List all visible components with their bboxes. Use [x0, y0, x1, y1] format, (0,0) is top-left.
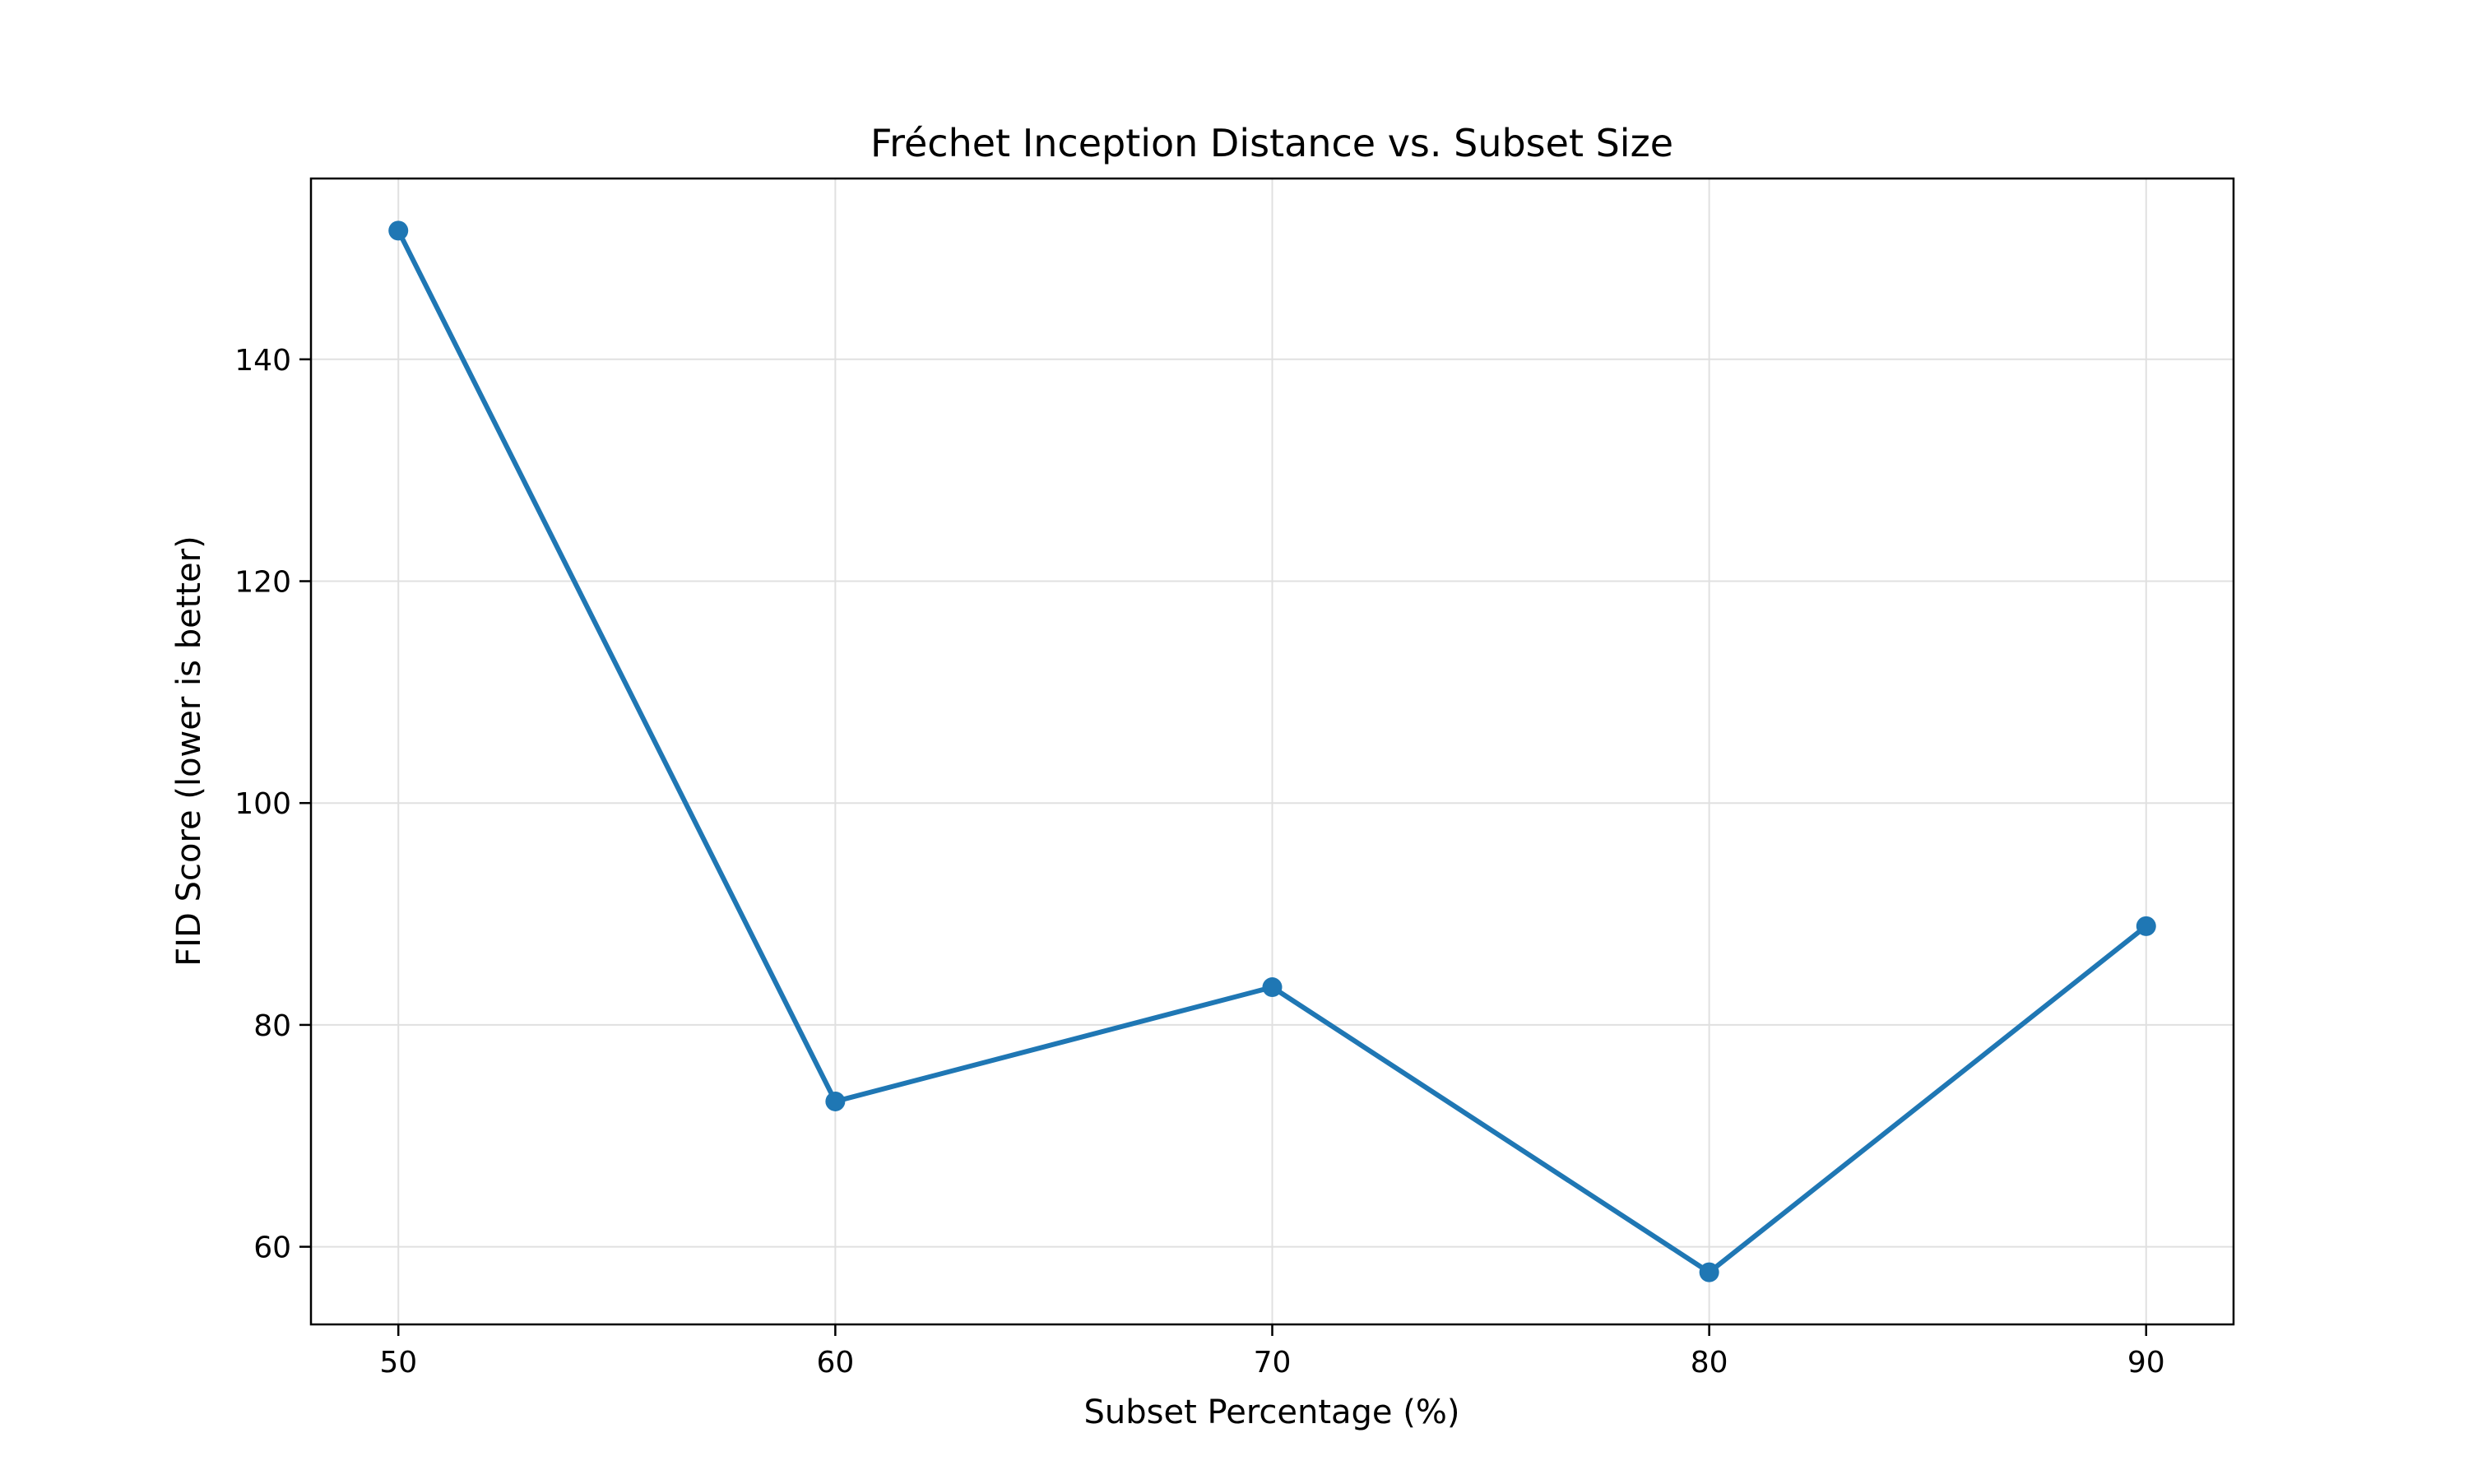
y-tick-label: 140 — [234, 344, 291, 378]
x-tick-label: 70 — [1254, 1346, 1292, 1380]
chart-title: Fréchet Inception Distance vs. Subset Si… — [870, 121, 1673, 165]
x-tick-label: 60 — [816, 1346, 854, 1380]
data-point — [1699, 1262, 1719, 1282]
data-point — [388, 220, 409, 241]
y-tick-label: 80 — [253, 1009, 291, 1043]
y-axis: 60 80 100 120 140 — [234, 344, 311, 1265]
series-layer — [388, 220, 2156, 1282]
data-point — [1262, 977, 1283, 998]
grid-lines — [311, 179, 2234, 1324]
y-tick-label: 100 — [234, 787, 291, 821]
data-point — [2136, 916, 2156, 936]
data-point — [825, 1091, 846, 1111]
y-axis-label: FID Score (lower is better) — [170, 536, 208, 966]
x-tick-label: 90 — [2127, 1346, 2165, 1380]
x-tick-label: 50 — [379, 1346, 417, 1380]
x-axis-label: Subset Percentage (%) — [1084, 1394, 1460, 1431]
x-axis: 50 60 70 80 90 — [379, 1324, 2165, 1380]
y-tick-label: 120 — [234, 566, 291, 600]
x-tick-label: 80 — [1691, 1346, 1728, 1380]
y-tick-label: 60 — [253, 1231, 291, 1265]
